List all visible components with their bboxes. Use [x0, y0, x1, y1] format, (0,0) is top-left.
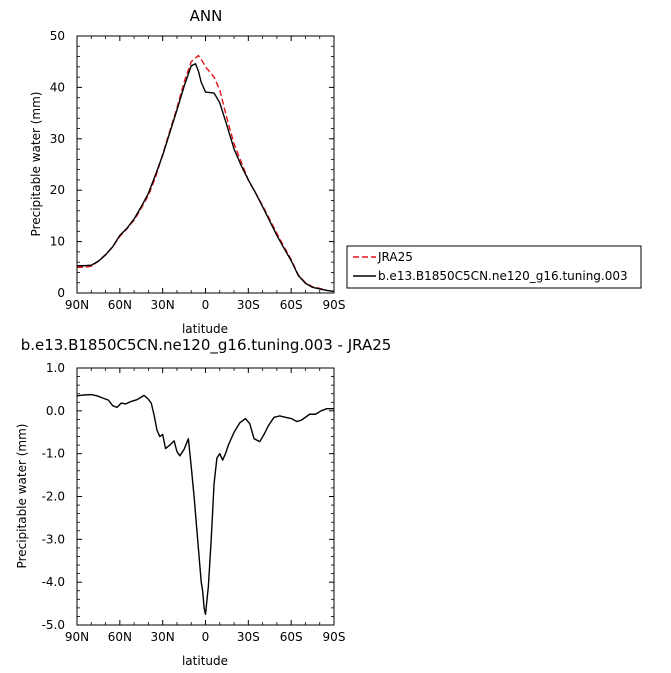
- difference-x-tick-label: 60S: [280, 630, 303, 644]
- difference-y-tick-label: 0.0: [46, 404, 65, 418]
- difference-chart-title: b.e13.B1850C5CN.ne120_g16.tuning.003 - J…: [21, 336, 392, 355]
- x-tick-label: 60S: [280, 298, 303, 312]
- precipitable-water-panel: ANN 90N 60N 30N 0 30S 60S 90S 0 10 20 30 40 50 lati…: [29, 7, 345, 336]
- y-tick-label: 30: [50, 132, 65, 146]
- difference-series-line-0: [76, 393, 334, 615]
- difference-y-tick-label: 1.0: [46, 361, 65, 375]
- difference-y-tick-label: -1.0: [42, 447, 65, 461]
- legend-label-jra25: JRA25: [377, 250, 413, 264]
- x-tick-label: 60N: [108, 298, 132, 312]
- difference-x-tick-label: 30S: [237, 630, 260, 644]
- y-axis-label: Precipitable water (mm): [29, 92, 43, 237]
- x-tick-label: 90N: [65, 298, 89, 312]
- difference-y-tick-label: -3.0: [42, 532, 65, 546]
- difference-plot-frame: [76, 367, 335, 626]
- y-tick-label: 40: [50, 80, 65, 94]
- difference-x-axis-label: latitude: [182, 654, 228, 668]
- x-tick-label: 90S: [323, 298, 346, 312]
- difference-x-tick-label: 0: [202, 630, 210, 644]
- y-tick-label: 0: [57, 286, 65, 300]
- difference-x-tick-label: 60N: [108, 630, 132, 644]
- difference-x-tick-label: 90S: [323, 630, 346, 644]
- x-tick-label: 0: [202, 298, 210, 312]
- legend-label-model: b.e13.B1850C5CN.ne120_g16.tuning.003: [378, 269, 628, 283]
- difference-y-tick-label: -5.0: [42, 618, 65, 632]
- legend: JRA25 b.e13.B1850C5CN.ne120_g16.tuning.0…: [346, 245, 642, 289]
- difference-y-axis-label: Precipitable water (mm): [15, 424, 29, 569]
- series-line-1: [77, 63, 335, 293]
- difference-x-tick-label: 90N: [65, 630, 89, 644]
- x-tick-label: 30N: [151, 298, 175, 312]
- difference-x-tick-label: 30N: [151, 630, 175, 644]
- difference-y-tick-label: -4.0: [42, 575, 65, 589]
- y-tick-label: 50: [50, 29, 65, 43]
- y-tick-label: 20: [50, 183, 65, 197]
- x-axis-label: latitude: [182, 322, 228, 336]
- difference-panel: b.e13.B1850C5CN.ne120_g16.tuning.003 - J…: [15, 336, 391, 668]
- chart-title: ANN: [190, 7, 223, 25]
- plot-frame: [76, 35, 335, 294]
- legend-box: [346, 245, 642, 289]
- x-tick-label: 30S: [237, 298, 260, 312]
- difference-y-tick-label: -2.0: [42, 490, 65, 504]
- y-tick-label: 10: [50, 235, 65, 249]
